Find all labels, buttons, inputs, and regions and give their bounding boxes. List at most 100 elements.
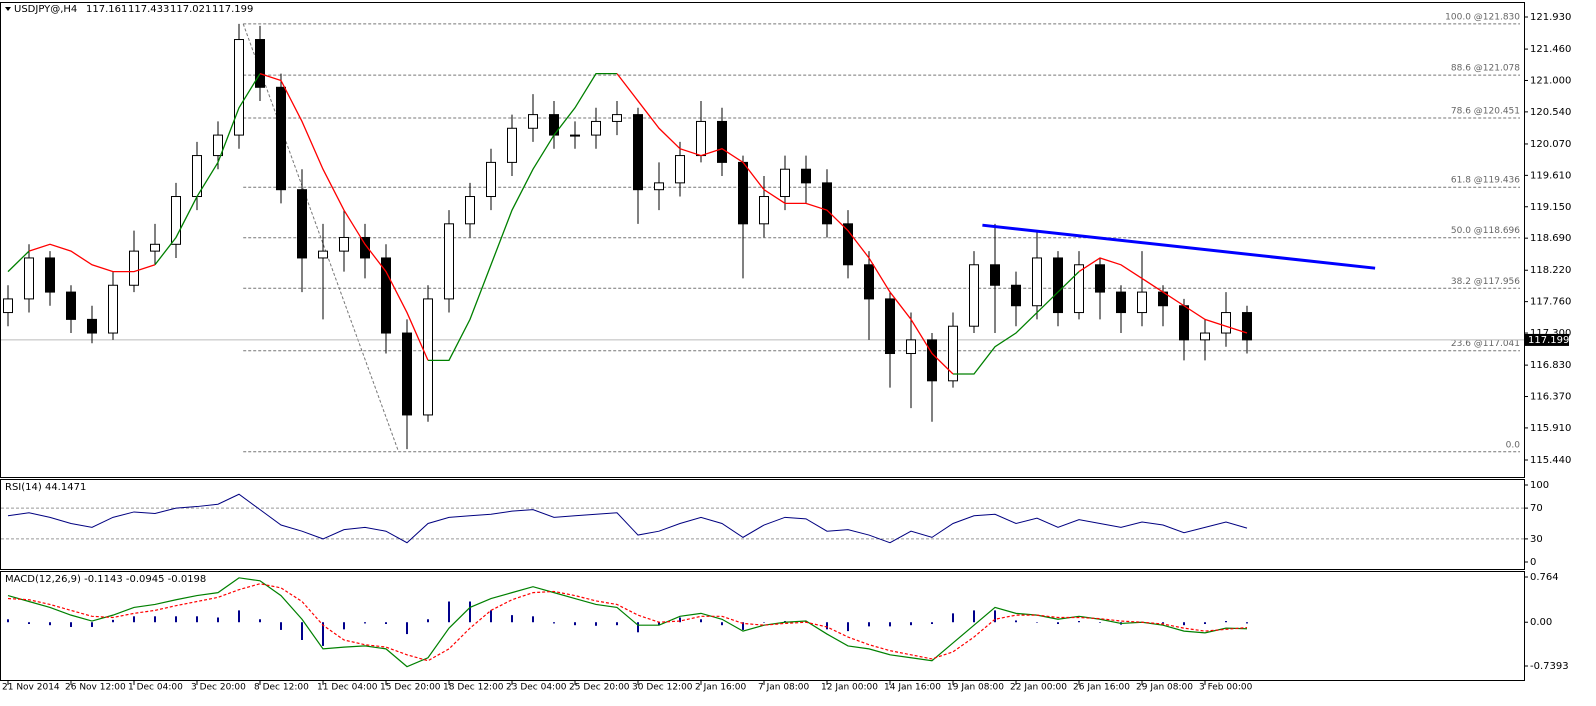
y-tick-label: 0.764 <box>1530 572 1559 583</box>
candle-body <box>171 196 181 245</box>
x-tick-label: 15 Dec 20:00 <box>380 683 441 693</box>
rsi-pane <box>0 479 1525 570</box>
x-tick-label: 21 Nov 2014 <box>2 683 60 693</box>
candle-body <box>1179 305 1189 341</box>
candle-body <box>822 182 832 225</box>
header-value: 117.161 <box>86 4 127 15</box>
histogram-bar <box>280 622 282 630</box>
histogram-bar <box>1057 622 1059 625</box>
candle-body <box>969 264 979 327</box>
candle-body <box>780 168 790 198</box>
fib-label: 23.6 @117.041 <box>1451 339 1520 349</box>
histogram-bar <box>553 622 555 624</box>
candle-body <box>213 134 223 157</box>
histogram-bar <box>511 615 513 623</box>
candle-body <box>1053 257 1063 314</box>
histogram-bar <box>1162 622 1164 624</box>
x-tick-label: 19 Jan 08:00 <box>947 683 1004 693</box>
x-tick-label: 30 Dec 12:00 <box>632 683 693 693</box>
histogram-bar <box>259 619 261 623</box>
candle-body <box>1011 284 1021 307</box>
candle-body <box>591 120 601 136</box>
candle-body <box>276 86 286 191</box>
histogram-bar <box>616 622 618 626</box>
candle-body <box>612 114 622 122</box>
histogram-bar <box>679 617 681 623</box>
y-tick-label: 117.760 <box>1530 297 1571 308</box>
candle-body <box>1242 312 1252 341</box>
candle-body <box>255 39 265 88</box>
histogram-bar <box>1246 622 1248 624</box>
candle-body <box>759 196 769 225</box>
histogram-bar <box>658 622 660 626</box>
candle-body <box>45 257 55 293</box>
x-tick-label: 23 Dec 04:00 <box>506 683 567 693</box>
x-tick-label: 12 Jan 00:00 <box>821 683 878 693</box>
y-tick-label: 117.300 <box>1530 328 1571 339</box>
candle-body <box>654 182 664 191</box>
histogram-bar <box>1225 621 1227 623</box>
header-value: 117.199 <box>212 4 253 15</box>
indicator-title: RSI(14) 44.1471 <box>5 482 86 493</box>
symbol-marker <box>5 7 11 11</box>
x-tick-label: 26 Jan 16:00 <box>1073 683 1130 693</box>
fib-label: 88.6 @121.078 <box>1451 64 1520 74</box>
y-tick-label: 116.830 <box>1530 360 1571 371</box>
histogram-bar <box>574 622 576 626</box>
histogram-bar <box>721 622 723 626</box>
candle-body <box>381 257 391 334</box>
current-price-box <box>1525 333 1569 346</box>
candle-body <box>318 250 328 259</box>
x-tick-label: 8 Dec 12:00 <box>254 683 309 693</box>
header-value: 117.433 <box>128 4 169 15</box>
y-tick-label: 30 <box>1530 534 1543 545</box>
candle-body <box>948 325 958 382</box>
candle-body <box>717 120 727 163</box>
histogram-bar <box>532 616 534 623</box>
fib-label: 61.8 @119.436 <box>1451 176 1520 186</box>
histogram-bar <box>385 622 387 625</box>
candle-body <box>696 120 706 157</box>
candle-body <box>738 161 748 225</box>
candle-body <box>990 264 1000 286</box>
candle-body <box>1221 312 1231 334</box>
histogram-bar <box>301 622 303 640</box>
histogram-bar <box>742 622 744 630</box>
candle-body <box>885 298 895 355</box>
histogram-bar <box>49 622 51 626</box>
x-tick-label: 3 Feb 00:00 <box>1199 683 1253 693</box>
y-tick-label: 115.440 <box>1530 455 1571 466</box>
y-tick-label: 118.690 <box>1530 233 1571 244</box>
candle-body <box>1032 257 1042 307</box>
histogram-bar <box>364 622 366 624</box>
fib-diagonal <box>242 23 400 452</box>
x-tick-label: 26 Nov 12:00 <box>65 683 126 693</box>
candle-body <box>423 298 433 416</box>
indicator-title: MACD(12,26,9) -0.1143 -0.0945 -0.0198 <box>5 574 206 585</box>
candle-body <box>843 223 853 266</box>
x-tick-label: 1 Dec 04:00 <box>128 683 183 693</box>
moving-average <box>28 73 1248 375</box>
y-tick-label: 119.150 <box>1530 202 1571 213</box>
x-tick-label: 25 Dec 20:00 <box>569 683 630 693</box>
y-tick-label: 116.370 <box>1530 392 1571 403</box>
histogram-bar <box>217 617 219 623</box>
fib-label: 38.2 @117.956 <box>1451 277 1520 287</box>
candle-body <box>633 114 643 191</box>
y-tick-label: 70 <box>1530 503 1543 514</box>
histogram-bar <box>322 622 324 646</box>
y-tick-label: 119.610 <box>1530 170 1571 181</box>
candle-body <box>1095 264 1105 293</box>
y-tick-label: 115.910 <box>1530 423 1571 434</box>
fib-label: 0.0 <box>1506 440 1521 450</box>
histogram-bar <box>406 622 408 635</box>
symbol: USDJPY@,H4 <box>14 4 77 15</box>
current-price-label: 117.199 <box>1528 335 1569 346</box>
candle-body <box>1116 291 1126 314</box>
histogram-bar <box>973 610 975 623</box>
candle-body <box>360 236 370 259</box>
x-tick-label: 2 Jan 16:00 <box>695 683 747 693</box>
candle-body <box>129 250 139 286</box>
candle-body <box>570 134 580 137</box>
